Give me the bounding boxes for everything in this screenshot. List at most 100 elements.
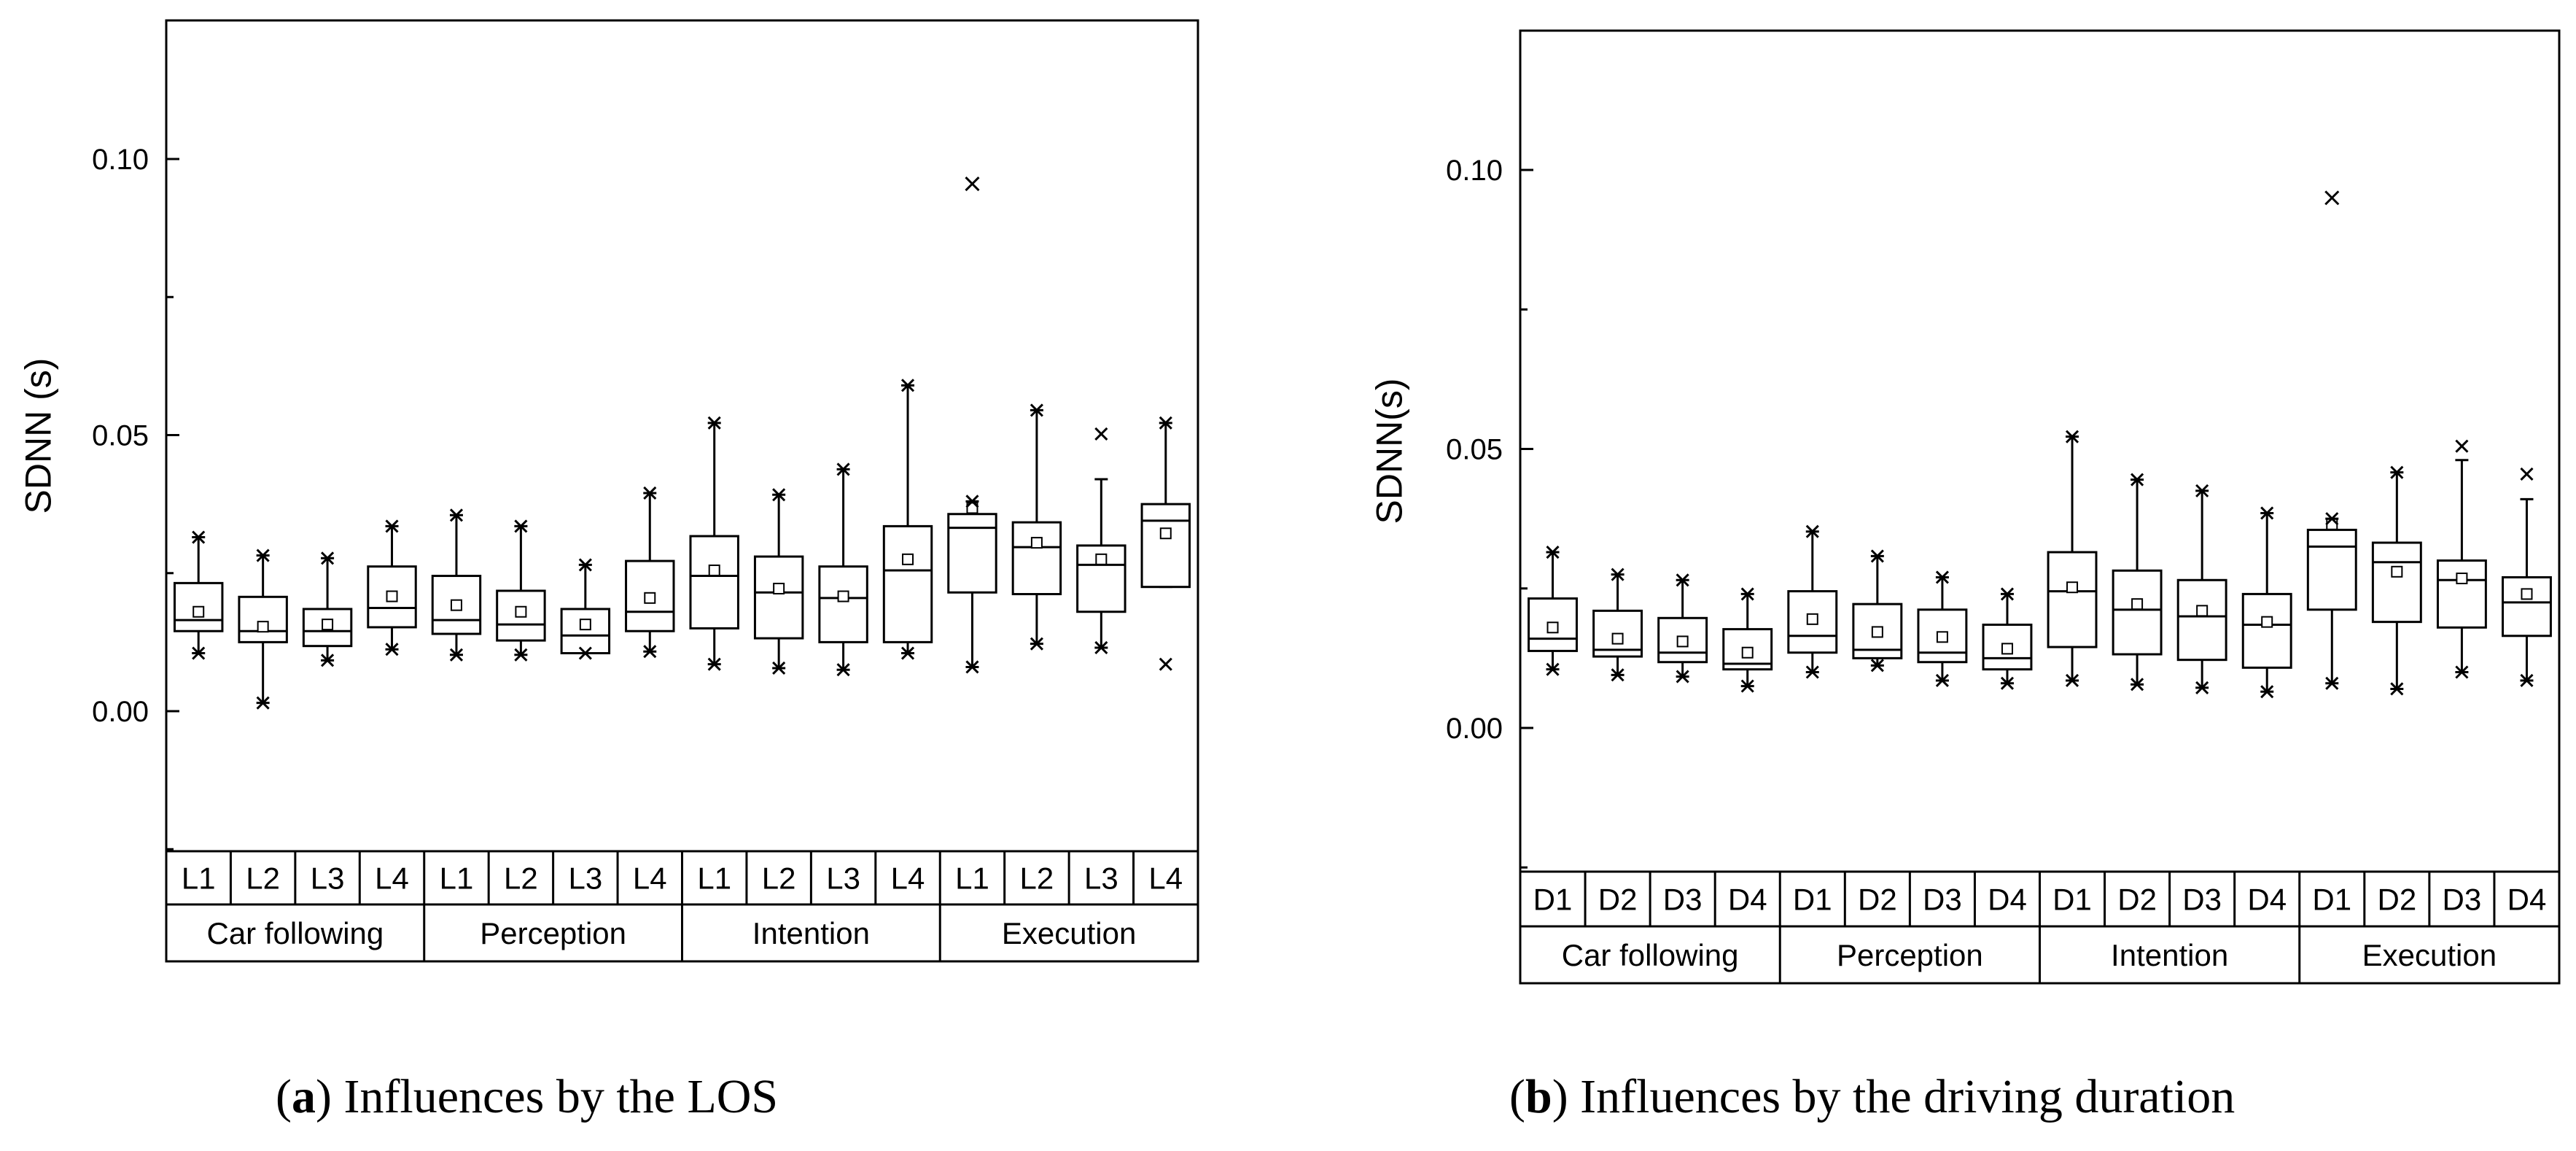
min-marker bbox=[1546, 662, 1560, 676]
level-label: L2 bbox=[1020, 861, 1054, 896]
mean-marker bbox=[2391, 565, 2403, 578]
mean-marker bbox=[450, 599, 462, 611]
min-marker bbox=[1094, 640, 1108, 655]
level-label: D2 bbox=[2377, 883, 2416, 917]
level-label: L2 bbox=[504, 861, 538, 896]
y-tick-label: 0.10 bbox=[1446, 155, 1503, 187]
mean-marker bbox=[1676, 635, 1689, 648]
box-iqr bbox=[2436, 559, 2487, 629]
box-plot bbox=[2502, 467, 2552, 688]
max-marker bbox=[2065, 430, 2079, 443]
box-plot bbox=[173, 530, 224, 660]
group-label: Car following bbox=[1562, 938, 1739, 972]
box-plot bbox=[947, 177, 997, 674]
min-marker bbox=[900, 646, 915, 660]
box-plot bbox=[1722, 587, 1773, 693]
mean-marker bbox=[2326, 518, 2338, 530]
box-iqr bbox=[818, 565, 868, 643]
box-plot bbox=[753, 488, 804, 675]
min-marker bbox=[772, 661, 786, 675]
mean-marker bbox=[2261, 616, 2273, 628]
level-label: L1 bbox=[955, 861, 989, 896]
max-marker bbox=[321, 551, 335, 565]
level-label: D1 bbox=[1533, 883, 1573, 917]
y-tick-label: 0.05 bbox=[92, 420, 149, 452]
level-label: D1 bbox=[1793, 883, 1832, 917]
mean-marker bbox=[1871, 626, 1883, 638]
box-iqr bbox=[2047, 551, 2098, 648]
level-label: D3 bbox=[1663, 883, 1703, 917]
mean-marker bbox=[2001, 643, 2013, 655]
min-marker bbox=[2195, 681, 2209, 694]
figure-caption: (a) Influences by the LOS bbox=[276, 1070, 778, 1123]
max-marker bbox=[2520, 467, 2534, 481]
mean-marker bbox=[1030, 537, 1043, 549]
group-label: Execution bbox=[2362, 938, 2497, 972]
min-marker bbox=[385, 643, 399, 656]
min-marker bbox=[2131, 678, 2144, 691]
box-iqr bbox=[238, 595, 288, 643]
box-plot bbox=[302, 551, 353, 667]
max-marker bbox=[643, 486, 657, 500]
mean-marker bbox=[2196, 605, 2209, 617]
mean-marker bbox=[515, 605, 527, 618]
min-marker bbox=[643, 645, 657, 659]
box-plot bbox=[1982, 587, 2033, 690]
box-plot bbox=[1528, 545, 1578, 676]
box-iqr bbox=[2371, 541, 2422, 624]
min-marker bbox=[1740, 679, 1754, 693]
max-marker bbox=[2455, 439, 2469, 453]
min-marker bbox=[707, 657, 721, 671]
y-tick-label: 0.05 bbox=[1446, 434, 1503, 466]
max-marker bbox=[1611, 567, 1624, 581]
box-plot bbox=[1787, 524, 1838, 679]
max-marker bbox=[385, 519, 399, 533]
box-plot bbox=[560, 558, 611, 660]
box-iqr bbox=[2306, 528, 2357, 611]
level-label: D2 bbox=[1598, 883, 1638, 917]
mean-marker bbox=[2456, 572, 2468, 584]
caption-paren: ( bbox=[1509, 1070, 1525, 1123]
level-label: L3 bbox=[311, 861, 345, 896]
level-label: L4 bbox=[633, 861, 667, 896]
min-marker bbox=[1870, 659, 1884, 673]
level-label: L1 bbox=[440, 861, 474, 896]
box-plot bbox=[2371, 465, 2422, 696]
panel-b-driving-duration: 0.00 0.05 0.10 SDNN(s) Car following D1 D2 D3 D4… bbox=[1369, 29, 2561, 1123]
box-plot bbox=[367, 519, 417, 656]
max-marker bbox=[1159, 416, 1172, 430]
box-iqr bbox=[2112, 569, 2163, 656]
caption-paren: ( bbox=[276, 1070, 292, 1123]
min-marker bbox=[965, 660, 979, 674]
box-plot bbox=[818, 462, 868, 677]
mean-marker bbox=[902, 553, 914, 565]
mean-marker bbox=[2521, 588, 2533, 600]
mean-marker bbox=[644, 592, 656, 604]
box-plot bbox=[2176, 484, 2227, 694]
box-iqr bbox=[1528, 597, 1578, 652]
box-plot bbox=[2047, 430, 2098, 688]
mean-marker bbox=[708, 564, 720, 576]
box-iqr bbox=[882, 524, 933, 643]
mean-marker bbox=[1611, 632, 1624, 645]
plot-frame bbox=[165, 19, 1199, 963]
max-marker bbox=[2000, 587, 2015, 601]
min-marker bbox=[1159, 657, 1172, 671]
max-marker bbox=[1094, 427, 1108, 441]
box-iqr bbox=[560, 608, 611, 655]
box-plot bbox=[1011, 403, 1062, 651]
max-marker bbox=[1546, 545, 1560, 559]
max-marker bbox=[192, 530, 206, 544]
mean-marker bbox=[2066, 581, 2079, 594]
min-marker bbox=[2065, 673, 2079, 688]
mean-marker bbox=[1936, 631, 1948, 643]
box-plot bbox=[689, 416, 739, 671]
mean-marker bbox=[773, 582, 785, 594]
level-label: D3 bbox=[1923, 883, 1962, 917]
box-plot bbox=[882, 379, 933, 660]
mean-marker bbox=[257, 621, 269, 633]
box-plot bbox=[625, 486, 675, 659]
max-marker bbox=[2131, 473, 2144, 487]
level-label: D2 bbox=[2117, 883, 2157, 917]
